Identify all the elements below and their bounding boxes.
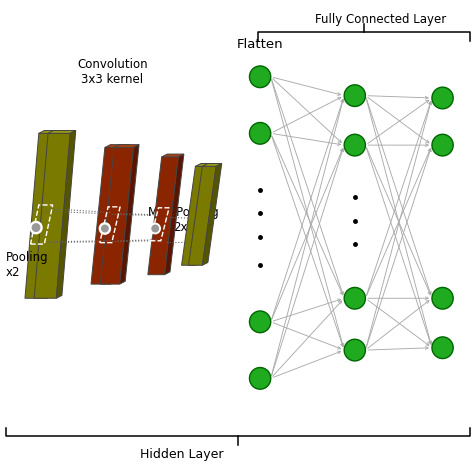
Circle shape bbox=[432, 337, 453, 358]
Polygon shape bbox=[25, 133, 61, 298]
Circle shape bbox=[344, 339, 365, 361]
Polygon shape bbox=[39, 130, 66, 133]
Polygon shape bbox=[48, 130, 76, 133]
Polygon shape bbox=[182, 166, 210, 265]
Text: Pooling
x2: Pooling x2 bbox=[6, 251, 49, 279]
Polygon shape bbox=[202, 164, 222, 166]
Polygon shape bbox=[47, 130, 66, 298]
Circle shape bbox=[344, 134, 365, 156]
Circle shape bbox=[101, 225, 108, 232]
Text: Flatten: Flatten bbox=[237, 38, 283, 51]
Circle shape bbox=[344, 85, 365, 107]
Polygon shape bbox=[195, 164, 215, 265]
Polygon shape bbox=[91, 147, 124, 284]
Text: Hidden Layer: Hidden Layer bbox=[140, 448, 223, 461]
Polygon shape bbox=[100, 147, 134, 284]
Circle shape bbox=[249, 122, 271, 144]
Circle shape bbox=[100, 223, 110, 234]
Polygon shape bbox=[148, 157, 178, 275]
Circle shape bbox=[432, 87, 453, 109]
Circle shape bbox=[249, 311, 271, 333]
Polygon shape bbox=[56, 130, 76, 298]
Circle shape bbox=[30, 221, 42, 234]
Circle shape bbox=[432, 287, 453, 309]
Polygon shape bbox=[162, 154, 184, 157]
Circle shape bbox=[150, 223, 160, 234]
Polygon shape bbox=[189, 166, 216, 265]
Polygon shape bbox=[195, 164, 215, 166]
Circle shape bbox=[152, 225, 158, 232]
Circle shape bbox=[432, 134, 453, 156]
Circle shape bbox=[344, 287, 365, 309]
Circle shape bbox=[249, 367, 271, 389]
Text: Convolution
3x3 kernel: Convolution 3x3 kernel bbox=[77, 58, 147, 86]
Text: Max Pooling
2x2: Max Pooling 2x2 bbox=[148, 206, 219, 234]
Polygon shape bbox=[119, 145, 139, 284]
Polygon shape bbox=[164, 154, 184, 275]
Polygon shape bbox=[34, 133, 70, 298]
Polygon shape bbox=[105, 145, 130, 147]
Polygon shape bbox=[114, 145, 139, 147]
Circle shape bbox=[32, 224, 40, 231]
Polygon shape bbox=[110, 145, 130, 284]
Circle shape bbox=[249, 66, 271, 88]
Text: Fully Connected Layer: Fully Connected Layer bbox=[315, 13, 446, 26]
Polygon shape bbox=[202, 164, 222, 265]
